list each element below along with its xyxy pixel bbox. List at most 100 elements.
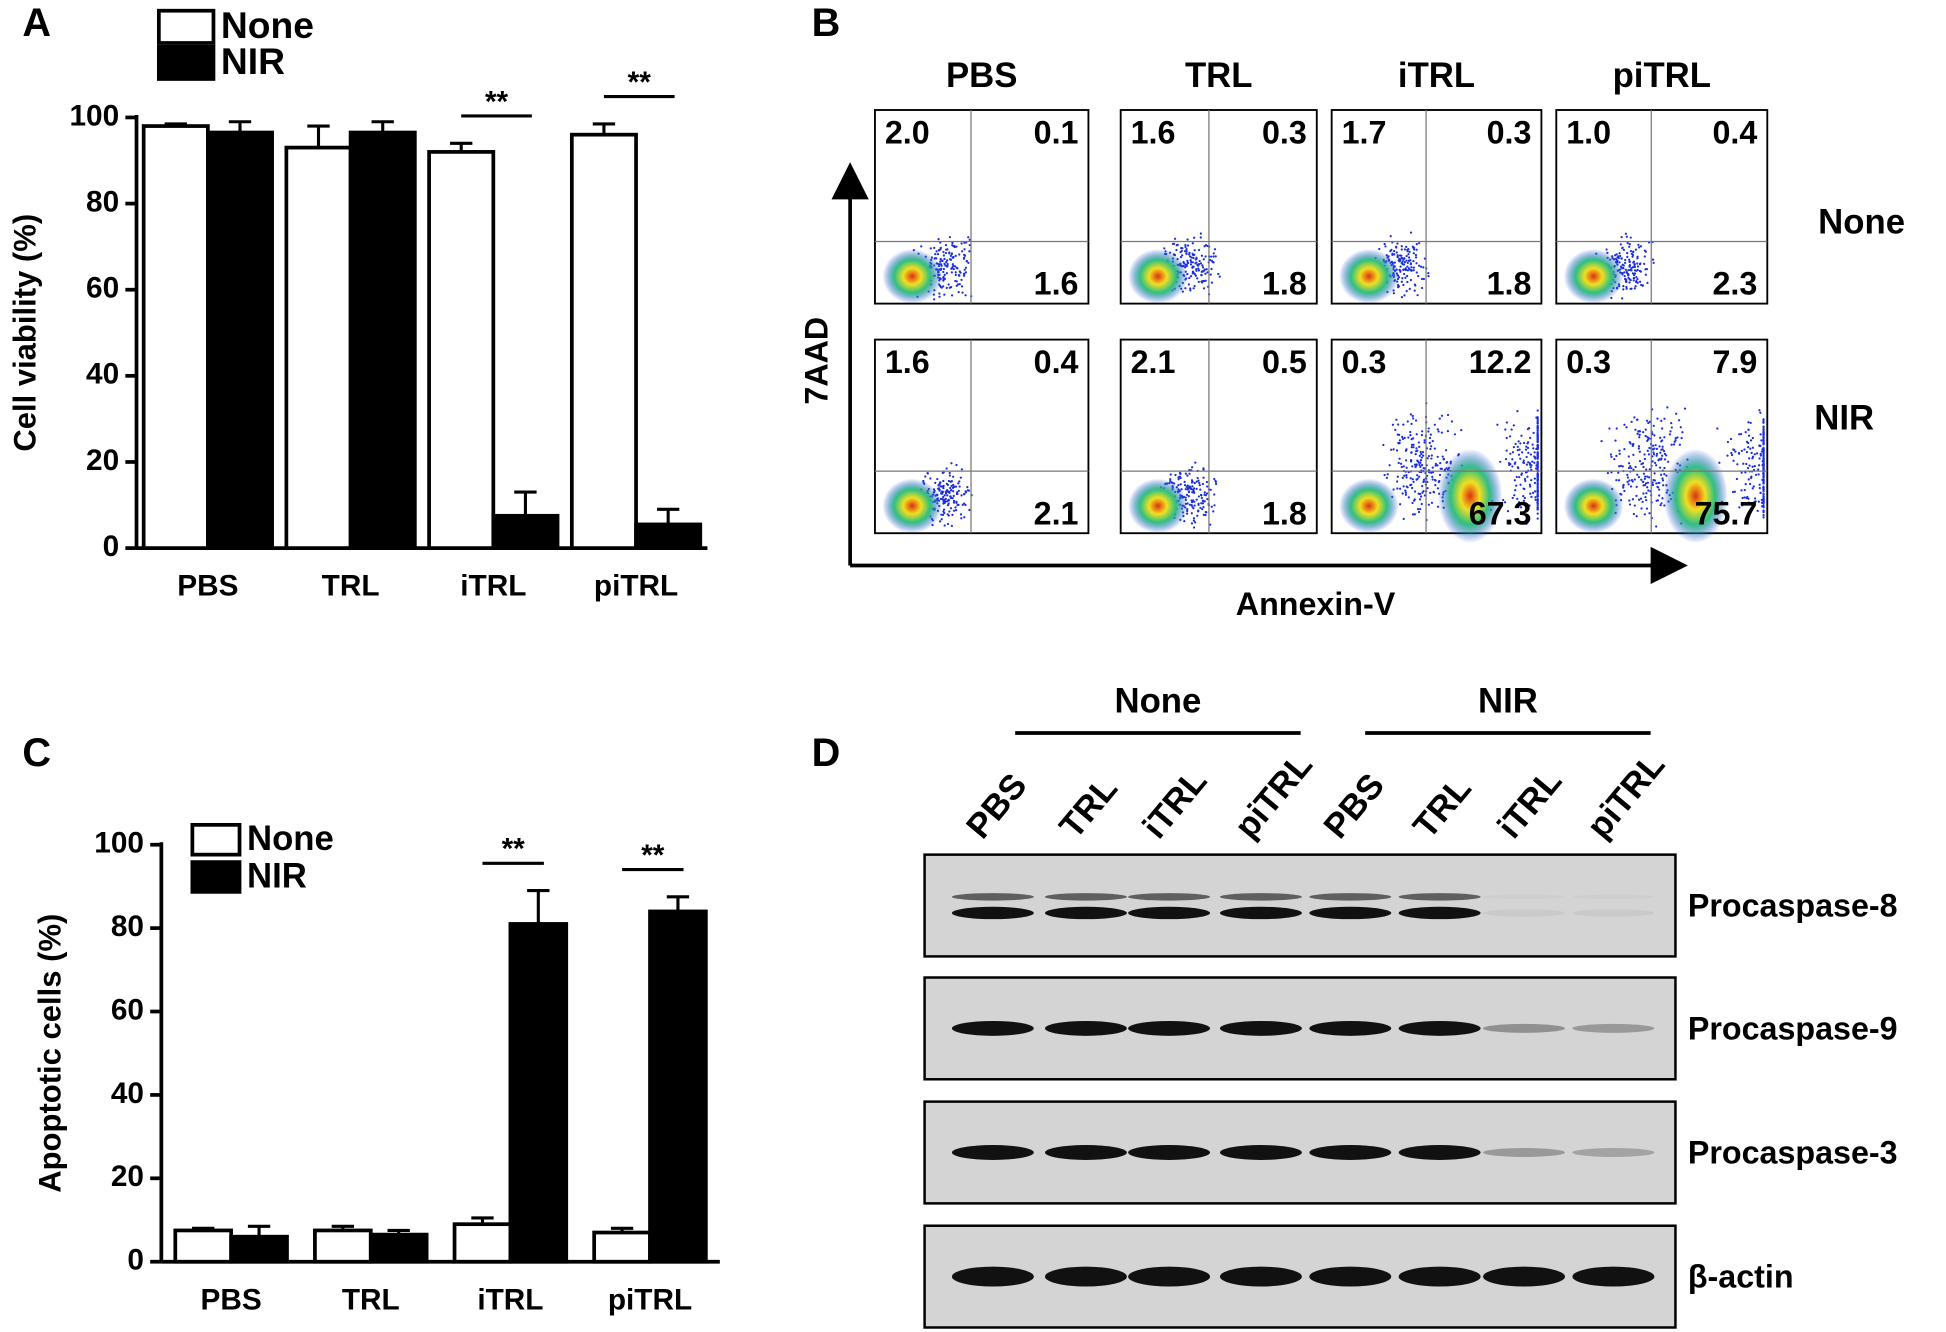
event-dot xyxy=(950,484,953,488)
event-dot xyxy=(1623,274,1626,278)
event-dot xyxy=(1647,453,1651,456)
event-dot xyxy=(1201,264,1204,267)
event-dot xyxy=(1661,454,1664,457)
event-dot xyxy=(1733,490,1736,493)
event-dot xyxy=(1661,497,1664,500)
event-dot xyxy=(1749,439,1753,442)
blot-band xyxy=(1309,906,1392,920)
event-dot xyxy=(1622,484,1625,487)
event-dot xyxy=(1200,494,1203,497)
event-dot xyxy=(1673,440,1676,444)
bar xyxy=(348,130,417,550)
event-dot xyxy=(1635,276,1638,279)
event-dot xyxy=(1654,444,1657,447)
event-dot xyxy=(941,485,944,488)
event-dot xyxy=(1753,497,1757,500)
event-dot xyxy=(1203,268,1207,271)
event-dot xyxy=(1511,465,1514,468)
plot-frame xyxy=(1555,338,1769,535)
event-dot xyxy=(1655,482,1658,485)
event-dot xyxy=(1623,448,1626,451)
event-dot xyxy=(1191,485,1194,488)
event-dot xyxy=(1526,475,1529,478)
event-dot xyxy=(1669,430,1672,433)
event-dot xyxy=(1197,280,1200,284)
event-dot xyxy=(1209,273,1212,276)
event-dot xyxy=(1403,272,1406,276)
event-dot xyxy=(1407,253,1410,256)
event-dot xyxy=(1627,462,1631,465)
event-dot xyxy=(1183,483,1187,487)
event-dot xyxy=(920,245,923,248)
event-dot xyxy=(1419,465,1422,469)
event-dot xyxy=(1643,457,1646,461)
event-dot xyxy=(1512,424,1515,427)
event-dot xyxy=(1201,499,1205,503)
event-dot xyxy=(1188,503,1192,506)
event-dot xyxy=(1505,449,1508,452)
event-dot xyxy=(1729,437,1733,441)
event-dot xyxy=(1536,483,1539,487)
event-dot xyxy=(1429,433,1432,436)
event-dot xyxy=(1533,461,1536,464)
event-dot xyxy=(1752,485,1755,488)
event-dot xyxy=(967,261,970,264)
quadrant-value: 2.0 xyxy=(885,114,930,150)
event-dot xyxy=(1637,475,1641,479)
event-dot xyxy=(1753,453,1756,456)
event-dot xyxy=(1400,245,1403,248)
event-dot xyxy=(1413,289,1416,292)
event-dot xyxy=(1754,473,1758,477)
event-dot xyxy=(1530,468,1533,471)
event-dot xyxy=(1189,259,1192,262)
event-dot xyxy=(1636,257,1639,260)
event-dot xyxy=(1643,484,1647,487)
event-dot xyxy=(1389,250,1392,253)
event-dot xyxy=(1621,247,1624,250)
event-dot xyxy=(1408,250,1411,253)
event-dot xyxy=(1644,434,1647,438)
event-dot xyxy=(1762,513,1765,517)
event-dot xyxy=(1626,476,1630,479)
event-dot xyxy=(1383,473,1386,477)
event-dot xyxy=(1755,452,1759,455)
blot-band xyxy=(1398,1266,1481,1287)
event-dot xyxy=(1536,476,1539,479)
event-dot xyxy=(940,490,943,493)
quadrant-value: 1.8 xyxy=(1487,266,1532,302)
event-dot xyxy=(1737,451,1741,455)
event-dot xyxy=(1198,259,1201,263)
event-dot xyxy=(1198,481,1201,484)
event-dot xyxy=(1605,248,1608,251)
event-dot xyxy=(1645,468,1648,471)
event-dot xyxy=(1745,462,1748,466)
event-dot xyxy=(1529,492,1532,495)
event-dot xyxy=(1645,507,1649,510)
event-dot xyxy=(939,485,942,488)
event-dot xyxy=(1198,484,1201,487)
event-dot xyxy=(1536,472,1539,476)
event-dot xyxy=(1406,486,1409,489)
event-dot xyxy=(1638,460,1642,463)
y-axis-label: Cell viability (%) xyxy=(7,214,42,452)
y-axis-label: 7AAD xyxy=(799,317,835,405)
event-dot xyxy=(1668,433,1672,436)
blot-band xyxy=(951,1145,1034,1160)
event-dot xyxy=(933,298,936,301)
event-dot xyxy=(1640,507,1643,510)
event-dot xyxy=(1608,427,1611,430)
event-dot xyxy=(1185,263,1188,266)
event-dot xyxy=(1628,260,1631,264)
event-dot xyxy=(1192,491,1196,495)
event-dot xyxy=(1732,448,1735,451)
event-dot xyxy=(1409,231,1413,234)
event-dot xyxy=(1396,285,1400,289)
event-dot xyxy=(1412,266,1416,269)
event-dot xyxy=(1621,465,1624,468)
event-dot xyxy=(1423,439,1426,442)
event-dot xyxy=(1403,257,1406,260)
event-dot xyxy=(1620,297,1624,300)
event-dot xyxy=(1516,449,1519,452)
event-dot xyxy=(1427,503,1430,506)
